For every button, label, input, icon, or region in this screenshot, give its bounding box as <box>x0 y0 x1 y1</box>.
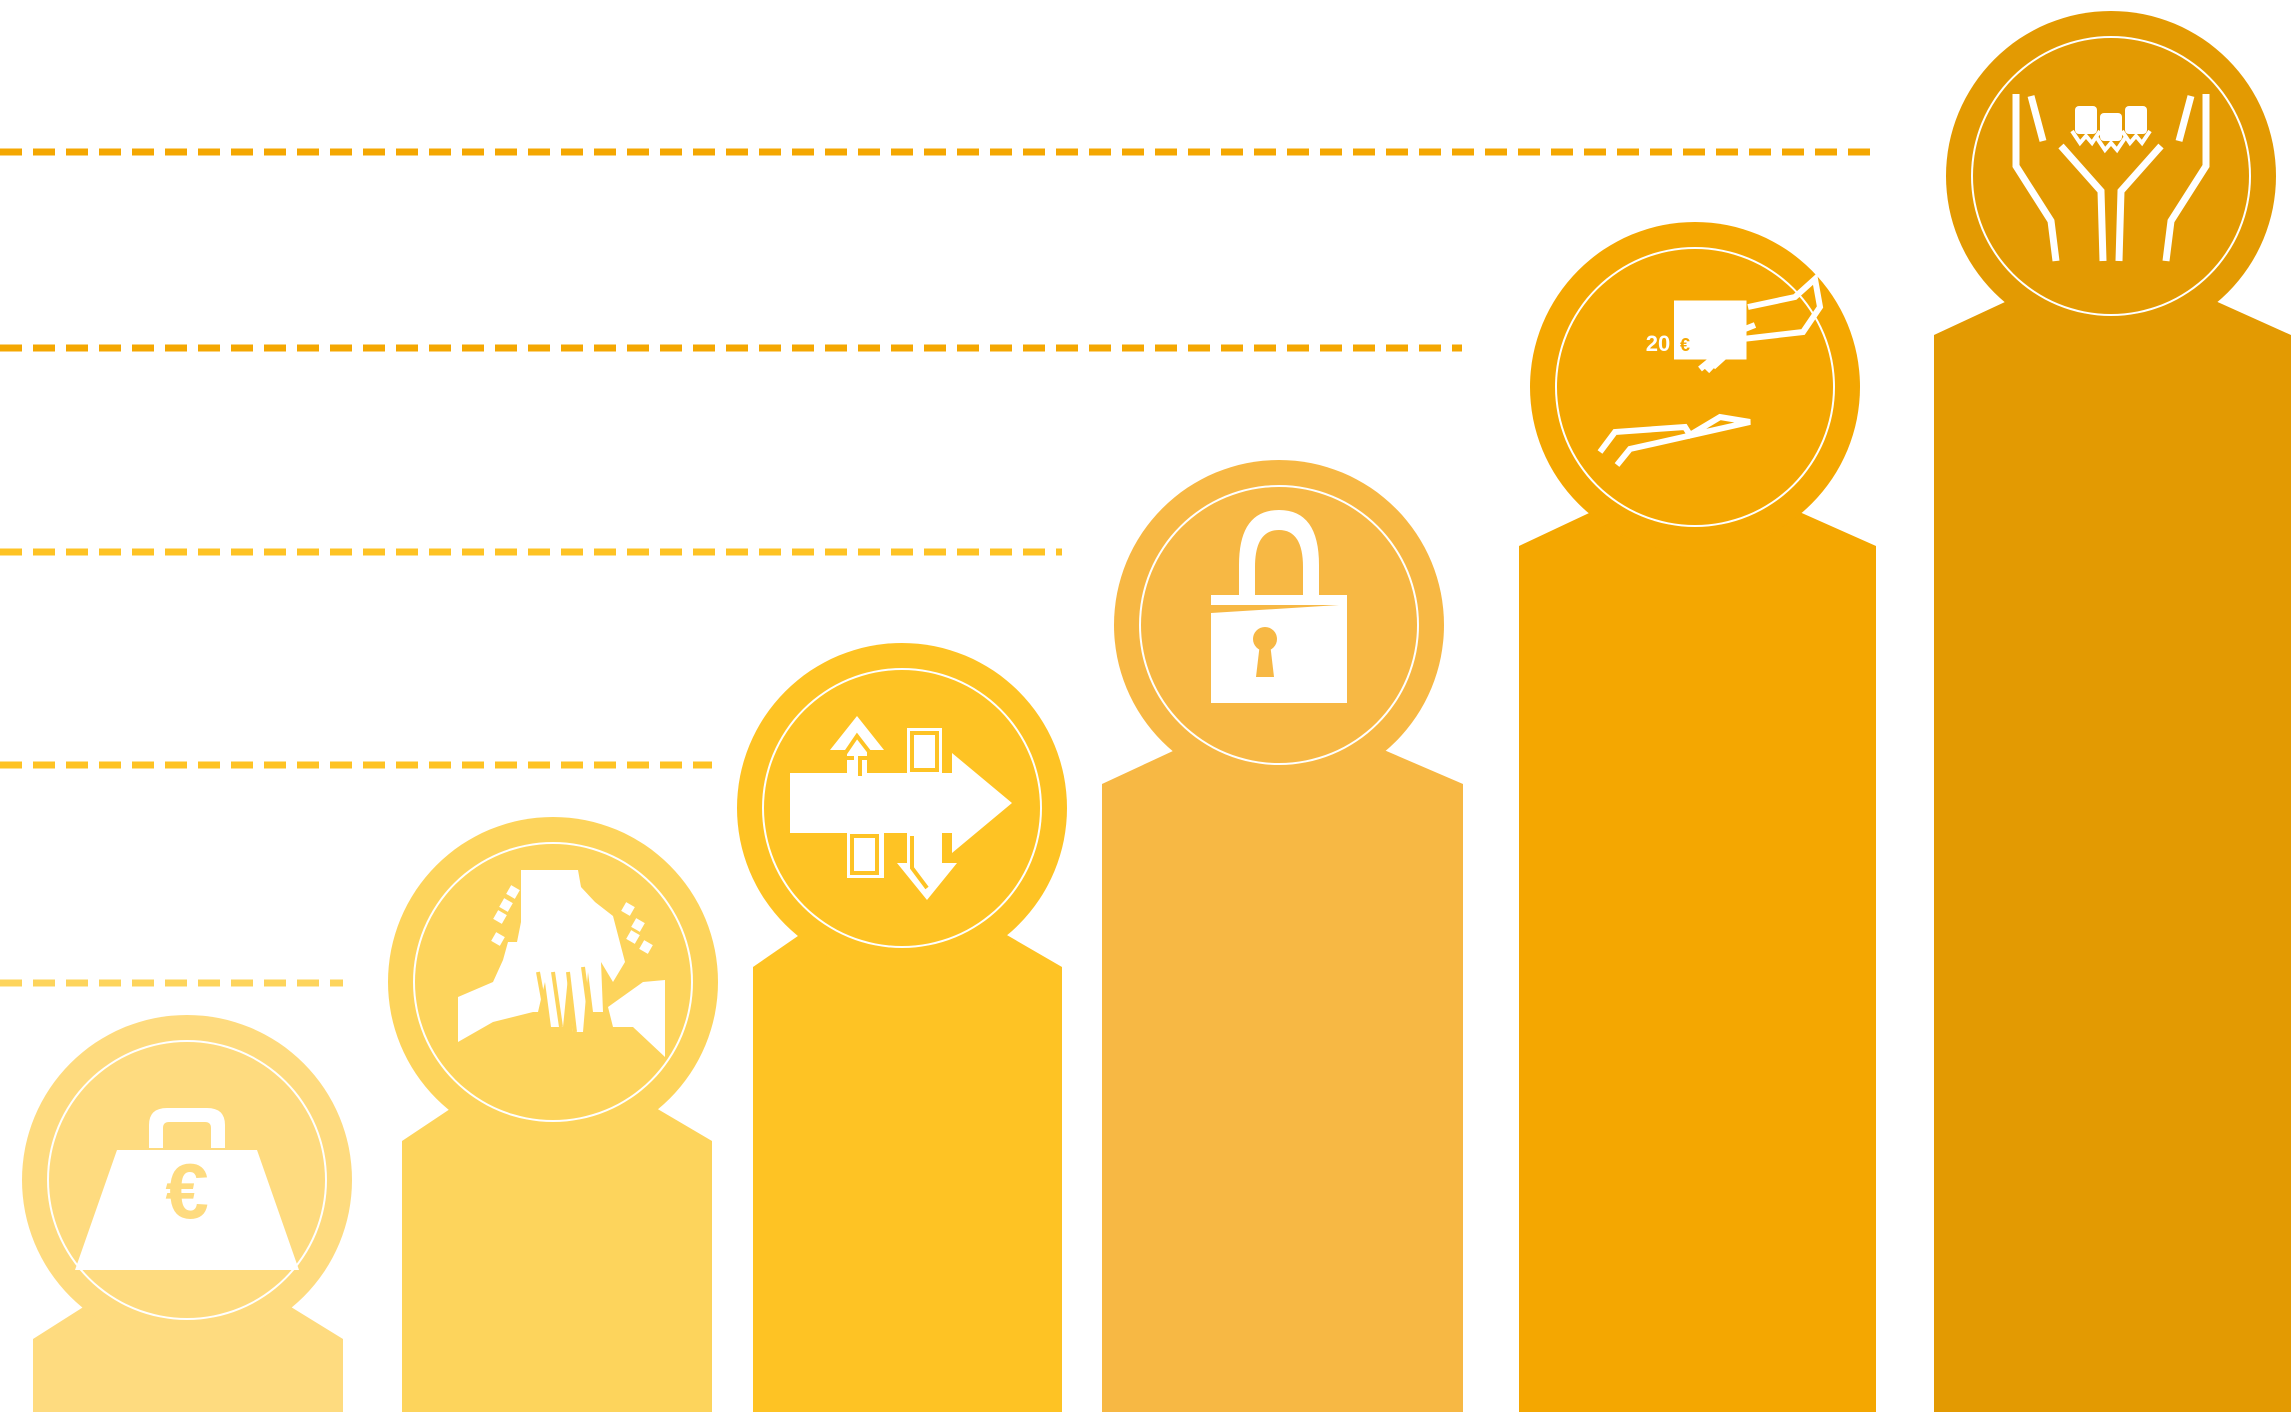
hands-outline <box>2012 94 2210 262</box>
euro-weight-icon: € <box>75 1108 299 1270</box>
hand-giving-banknote-icon: 20 € <box>1597 273 1824 467</box>
guide-lines <box>0 148 1872 987</box>
step-column <box>402 1101 712 1412</box>
euro-symbol: € <box>165 1147 208 1235</box>
step-6 <box>1934 11 2291 1412</box>
banknote-band <box>1640 299 1674 361</box>
step-5: 20 € <box>1519 222 1876 1412</box>
step-1: € <box>22 1015 352 1412</box>
coin-shape <box>491 932 505 946</box>
finger-line <box>536 971 550 1028</box>
person-head <box>2100 113 2122 141</box>
arrow-outline <box>838 731 939 890</box>
coin-shape <box>626 930 640 944</box>
person-head <box>2125 106 2147 134</box>
person-shoulders <box>2120 129 2152 147</box>
exchange-arrows-icon <box>790 716 1012 900</box>
padlock-icon <box>1211 510 1347 703</box>
weight-handle <box>149 1108 225 1148</box>
keyhole-top <box>1253 627 1277 651</box>
step-icon-bg <box>1973 38 2249 314</box>
padlock-shackle <box>1239 510 1319 605</box>
coin-shape <box>499 898 513 912</box>
coin-shape <box>493 910 507 924</box>
step-column <box>753 927 1062 1412</box>
step-2 <box>388 817 718 1412</box>
person-shoulders <box>2070 129 2102 147</box>
arrows-shape <box>790 716 1012 900</box>
step-column <box>1102 744 1463 1412</box>
hands-holding-people-icon <box>2012 94 2210 262</box>
finger-line <box>581 966 591 1013</box>
finger-line <box>566 971 577 1033</box>
coin-shape <box>631 918 645 932</box>
banknote-currency: € <box>1680 335 1690 355</box>
finger-line <box>551 971 563 1028</box>
hand-with-coins-icon <box>458 870 665 1057</box>
inner-hands <box>2058 143 2164 262</box>
upper-hand <box>1698 273 1824 374</box>
step-column <box>1934 295 2291 1412</box>
step-3 <box>737 643 1067 1412</box>
steps: €20 € <box>22 11 2291 1412</box>
person-shoulders <box>2095 136 2127 154</box>
padlock-body <box>1211 595 1347 703</box>
sleeve-right <box>608 980 665 1057</box>
coin-shape <box>506 885 520 899</box>
banknote-value: 20 <box>1646 331 1670 356</box>
padlock-highlight <box>1211 605 1339 613</box>
step-column <box>33 1299 343 1412</box>
keyhole-slot <box>1256 643 1274 677</box>
step-4 <box>1102 460 1463 1412</box>
step-column <box>1519 506 1876 1412</box>
coin-shape <box>621 902 635 916</box>
weight-body <box>75 1150 299 1270</box>
sleeve-left <box>458 942 533 1042</box>
step-icon-bg <box>1557 249 1833 525</box>
person-head <box>2075 106 2097 134</box>
coin-shape <box>639 940 653 954</box>
lower-hand <box>1597 413 1751 467</box>
